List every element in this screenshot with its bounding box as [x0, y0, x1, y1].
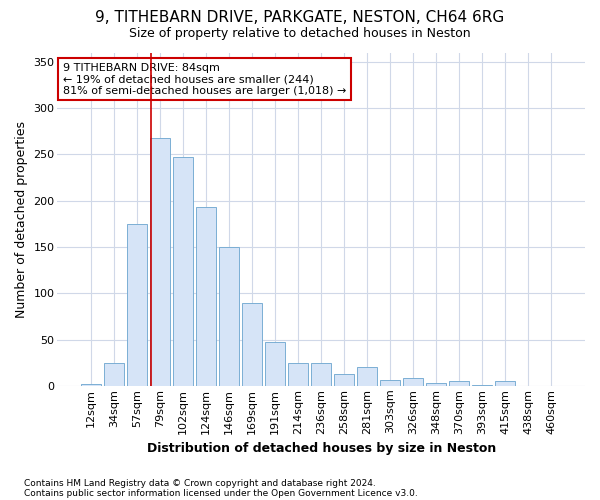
Bar [127, 224, 147, 386]
Bar [289, 362, 308, 386]
Bar [403, 378, 423, 386]
Bar [242, 302, 262, 386]
Bar [220, 247, 239, 386]
Bar [265, 342, 285, 386]
Text: Contains public sector information licensed under the Open Government Licence v3: Contains public sector information licen… [24, 488, 418, 498]
Bar [104, 362, 124, 386]
Bar [496, 382, 515, 386]
Bar [358, 368, 377, 386]
Bar [380, 380, 400, 386]
Text: Contains HM Land Registry data © Crown copyright and database right 2024.: Contains HM Land Registry data © Crown c… [24, 478, 376, 488]
X-axis label: Distribution of detached houses by size in Neston: Distribution of detached houses by size … [146, 442, 496, 455]
Bar [311, 362, 331, 386]
Text: Size of property relative to detached houses in Neston: Size of property relative to detached ho… [129, 28, 471, 40]
Y-axis label: Number of detached properties: Number of detached properties [15, 120, 28, 318]
Bar [427, 383, 446, 386]
Bar [173, 157, 193, 386]
Bar [196, 207, 216, 386]
Bar [334, 374, 354, 386]
Bar [449, 382, 469, 386]
Text: 9 TITHEBARN DRIVE: 84sqm
← 19% of detached houses are smaller (244)
81% of semi-: 9 TITHEBARN DRIVE: 84sqm ← 19% of detach… [63, 62, 346, 96]
Text: 9, TITHEBARN DRIVE, PARKGATE, NESTON, CH64 6RG: 9, TITHEBARN DRIVE, PARKGATE, NESTON, CH… [95, 10, 505, 25]
Bar [82, 384, 101, 386]
Bar [151, 138, 170, 386]
Bar [472, 385, 492, 386]
